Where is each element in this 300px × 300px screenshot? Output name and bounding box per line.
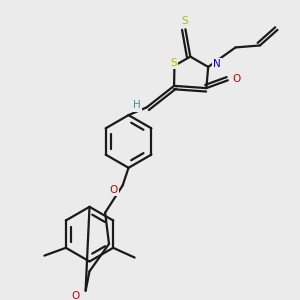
- Text: N: N: [213, 59, 221, 69]
- Text: H: H: [133, 100, 141, 110]
- Text: S: S: [181, 16, 188, 26]
- Text: O: O: [72, 291, 80, 300]
- Text: S: S: [170, 58, 177, 68]
- Text: O: O: [232, 74, 241, 84]
- Text: O: O: [110, 185, 118, 195]
